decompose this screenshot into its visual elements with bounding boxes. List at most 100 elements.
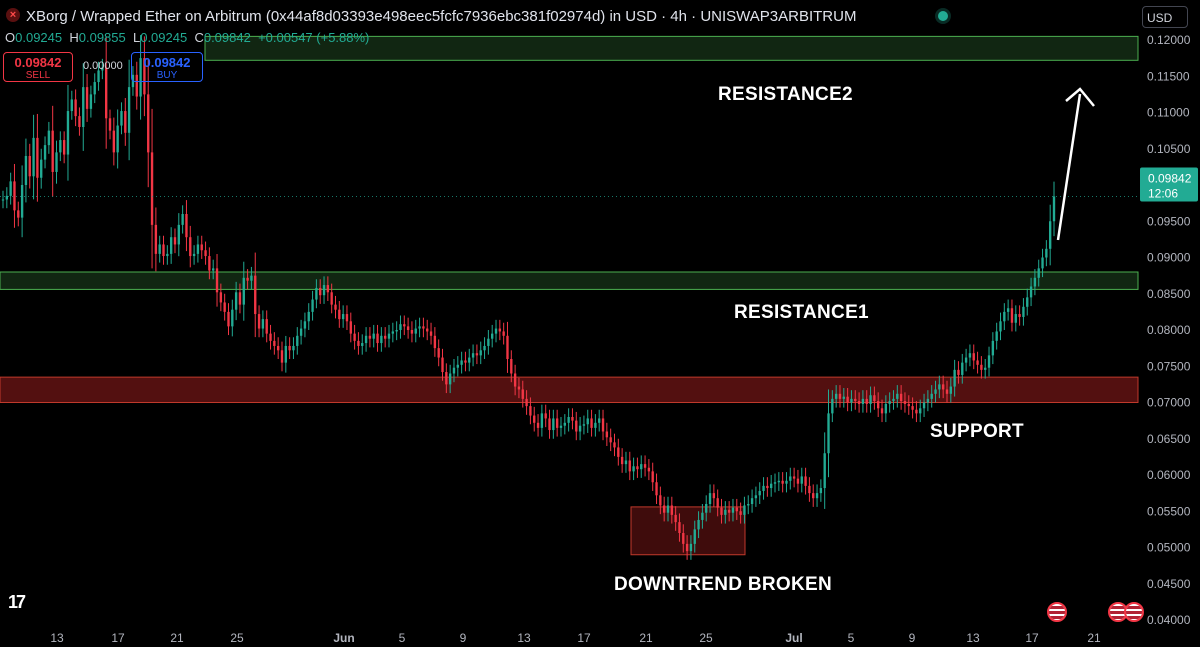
candle [456,356,459,377]
x-tick-label: 25 [230,631,244,645]
candle [108,109,112,140]
y-tick-label: 0.04000 [1147,613,1191,627]
sell-button[interactable]: 0.09842 SELL [3,52,73,82]
candle [334,295,337,319]
y-tick-label: 0.06000 [1147,468,1191,482]
candle [735,498,738,520]
pair-close-icon[interactable]: × [6,8,20,22]
buy-button[interactable]: 0.09842 BUY [131,52,203,82]
candle [598,409,601,432]
candle [276,337,280,359]
candle [250,266,253,290]
last-price-value: 0.09842 [1148,171,1192,185]
candle [754,486,758,507]
buy-price: 0.09842 [143,55,191,70]
y-tick-label: 0.07000 [1147,396,1191,410]
candle [368,327,372,348]
candle [426,319,429,341]
x-tick-label: 21 [1087,631,1101,645]
candle [372,324,375,348]
candle [120,102,123,135]
candle [984,359,987,379]
candle [773,473,777,493]
candle [582,415,586,435]
candle [666,496,670,522]
x-tick-label: 21 [639,631,653,645]
candle [804,467,807,495]
candle [445,363,448,394]
candle [410,321,414,343]
candle [464,351,467,372]
candle [624,451,628,473]
candle [758,482,761,504]
zone-support [0,376,1139,403]
candle [884,395,888,423]
candle [112,117,116,166]
us-event-flag-icon[interactable] [1124,602,1144,622]
candle [961,353,964,384]
candle [299,319,303,345]
y-tick-label: 0.08500 [1147,287,1191,301]
x-tick-label: 17 [577,631,591,645]
target-arrow [1056,93,1082,241]
candle [705,495,708,522]
candle [303,312,307,338]
candle [659,486,662,515]
candle [743,496,746,524]
candle [238,283,242,314]
candle [697,511,700,539]
candle [877,392,880,417]
candle [888,392,891,413]
candle [819,479,823,502]
candle [915,401,918,423]
candle [712,484,716,507]
currency-selector[interactable]: USD [1142,6,1188,28]
candle [341,305,345,328]
candle [85,74,89,122]
x-tick-label: 13 [966,631,980,645]
candle [930,385,933,408]
x-tick-label: Jul [785,631,802,645]
candle [1045,240,1048,267]
candle [20,165,24,238]
symbol-title[interactable]: XBorg / Wrapped Ether on Arbitrum (0x44a… [26,8,857,25]
candle [586,409,589,433]
candle [892,390,895,410]
candle [731,498,735,522]
candle [525,390,528,415]
candle [980,356,983,379]
us-event-flag-icon[interactable] [1047,602,1067,622]
candle [854,390,857,410]
candle [972,344,975,370]
candle [536,414,540,437]
candle [957,361,960,384]
candle [552,409,555,439]
candle [5,187,9,209]
candle [857,392,861,413]
x-tick-label: Jun [333,631,354,645]
candle [1041,248,1044,278]
candle [613,433,616,457]
candle [800,467,803,493]
candle [571,408,574,430]
candle [97,61,100,91]
candle [796,469,800,493]
candle [223,293,226,321]
candle [953,359,956,397]
candle [834,385,838,408]
candle [311,290,314,321]
candle [643,455,647,477]
candle [468,348,471,372]
candle [135,61,138,110]
candle [842,388,845,408]
candle [414,319,417,343]
candle [617,438,620,466]
candle [1052,181,1056,237]
candle [808,477,811,502]
candle [827,389,830,478]
candle [922,393,926,417]
candle [173,228,177,254]
candle [575,411,578,441]
x-tick-label: 17 [111,631,125,645]
